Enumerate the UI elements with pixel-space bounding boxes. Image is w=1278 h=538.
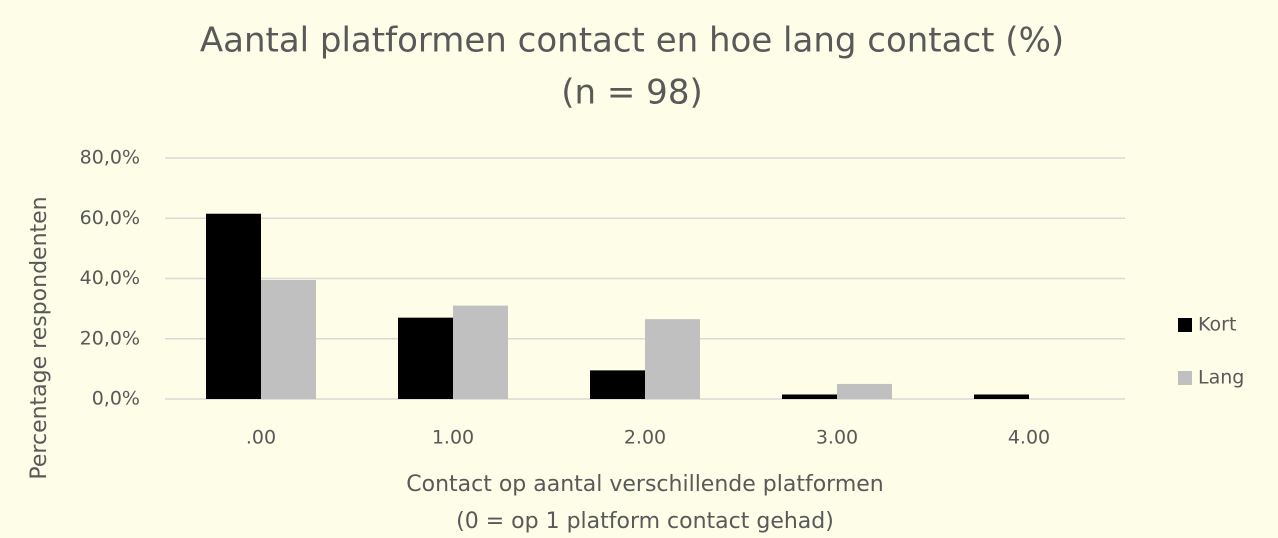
x-tick-label: 3.00	[816, 427, 858, 449]
legend-swatch	[1178, 318, 1192, 332]
legend-swatch	[1178, 371, 1192, 385]
bar	[206, 213, 261, 399]
legend-label: Lang	[1198, 367, 1244, 389]
y-tick-label: 0,0%	[92, 388, 140, 410]
bar	[398, 317, 453, 399]
chart-subtitle: (n = 98)	[561, 73, 702, 113]
chart-title: Aantal platformen contact en hoe lang co…	[200, 21, 1064, 61]
x-axis-label: (0 = op 1 platform contact gehad)	[456, 509, 834, 534]
bar	[453, 305, 508, 399]
x-axis-label: Contact op aantal verschillende platform…	[406, 472, 884, 497]
bar	[837, 383, 892, 399]
bar	[782, 394, 837, 399]
bar	[261, 280, 316, 399]
y-tick-label: 60,0%	[80, 207, 140, 229]
x-tick-label: 4.00	[1008, 427, 1050, 449]
bar	[645, 319, 700, 399]
x-tick-label: .00	[246, 427, 276, 449]
bar	[974, 394, 1029, 399]
y-tick-label: 20,0%	[80, 327, 140, 349]
bar	[590, 370, 645, 399]
x-tick-label: 2.00	[624, 427, 666, 449]
y-tick-label: 80,0%	[80, 147, 140, 169]
y-tick-label: 40,0%	[80, 267, 140, 289]
legend-label: Kort	[1198, 314, 1236, 336]
y-axis-label: Percentage respondenten	[27, 196, 52, 479]
x-tick-label: 1.00	[432, 427, 474, 449]
